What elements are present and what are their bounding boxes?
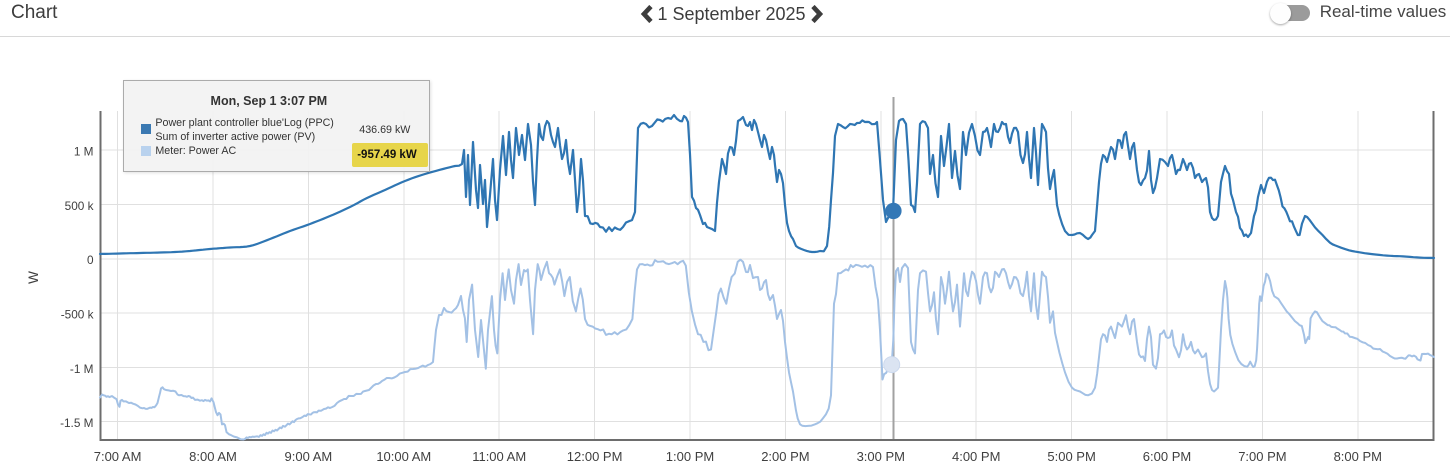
svg-text:500 k: 500 k	[65, 199, 94, 213]
svg-text:7:00 AM: 7:00 AM	[94, 449, 142, 464]
svg-text:3:00 PM: 3:00 PM	[857, 449, 905, 464]
svg-text:2:00 PM: 2:00 PM	[761, 449, 809, 464]
svg-text:12:00 PM: 12:00 PM	[567, 449, 623, 464]
svg-text:-1 M: -1 M	[70, 362, 94, 376]
svg-text:4:00 PM: 4:00 PM	[952, 449, 1000, 464]
svg-text:0: 0	[87, 253, 94, 267]
svg-text:6:00 PM: 6:00 PM	[1143, 449, 1191, 464]
svg-text:1 M: 1 M	[74, 145, 94, 159]
svg-text:-1.5 M: -1.5 M	[60, 416, 93, 430]
svg-text:W: W	[26, 271, 41, 284]
svg-text:7:00 PM: 7:00 PM	[1238, 449, 1286, 464]
svg-text:9:00 AM: 9:00 AM	[285, 449, 333, 464]
svg-text:1:00 PM: 1:00 PM	[666, 449, 714, 464]
svg-text:5:00 PM: 5:00 PM	[1047, 449, 1095, 464]
svg-text:-500 k: -500 k	[61, 308, 94, 322]
svg-text:11:00 AM: 11:00 AM	[472, 449, 526, 464]
svg-text:8:00 PM: 8:00 PM	[1334, 449, 1382, 464]
svg-text:10:00 AM: 10:00 AM	[376, 449, 431, 464]
svg-text:8:00 AM: 8:00 AM	[189, 449, 237, 464]
